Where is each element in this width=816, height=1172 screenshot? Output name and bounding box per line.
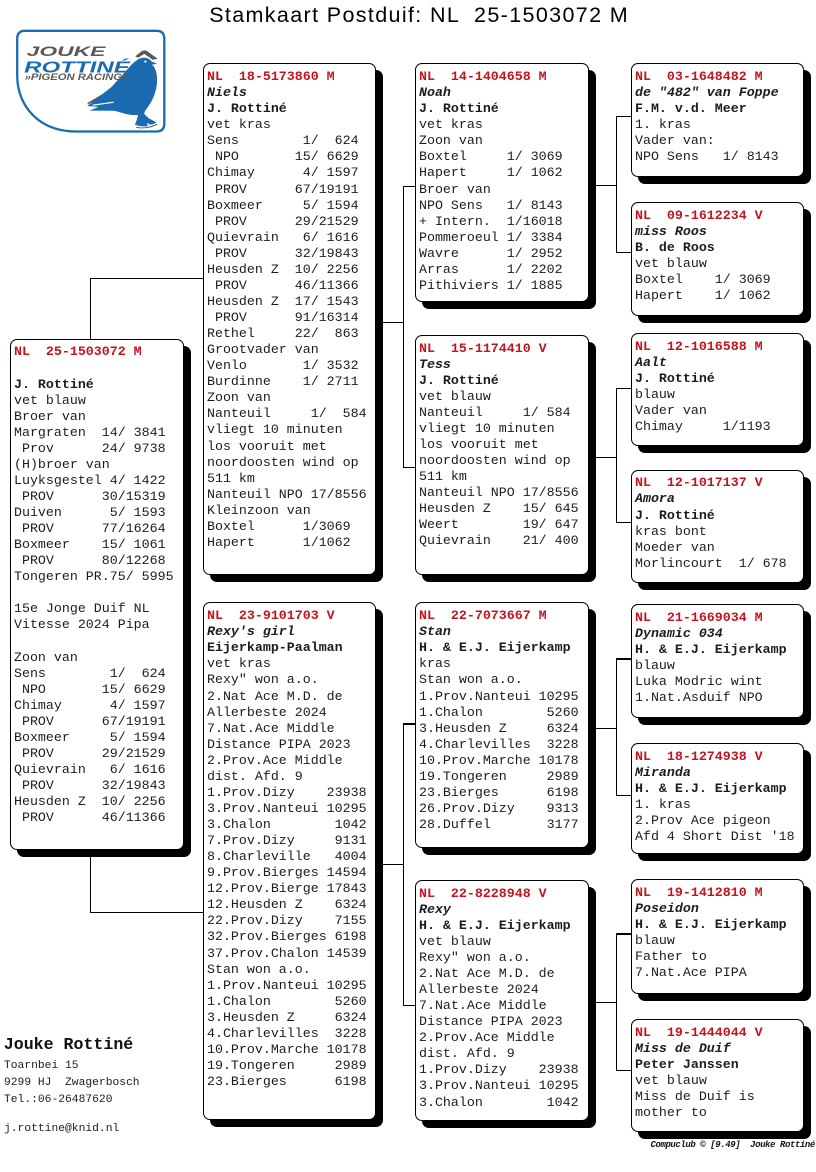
svg-text:JOUKE: JOUKE [27, 44, 107, 59]
svg-text:ROTTINÉ: ROTTINÉ [24, 60, 131, 77]
svg-text:»PIGEON RACING«: »PIGEON RACING« [25, 72, 130, 82]
